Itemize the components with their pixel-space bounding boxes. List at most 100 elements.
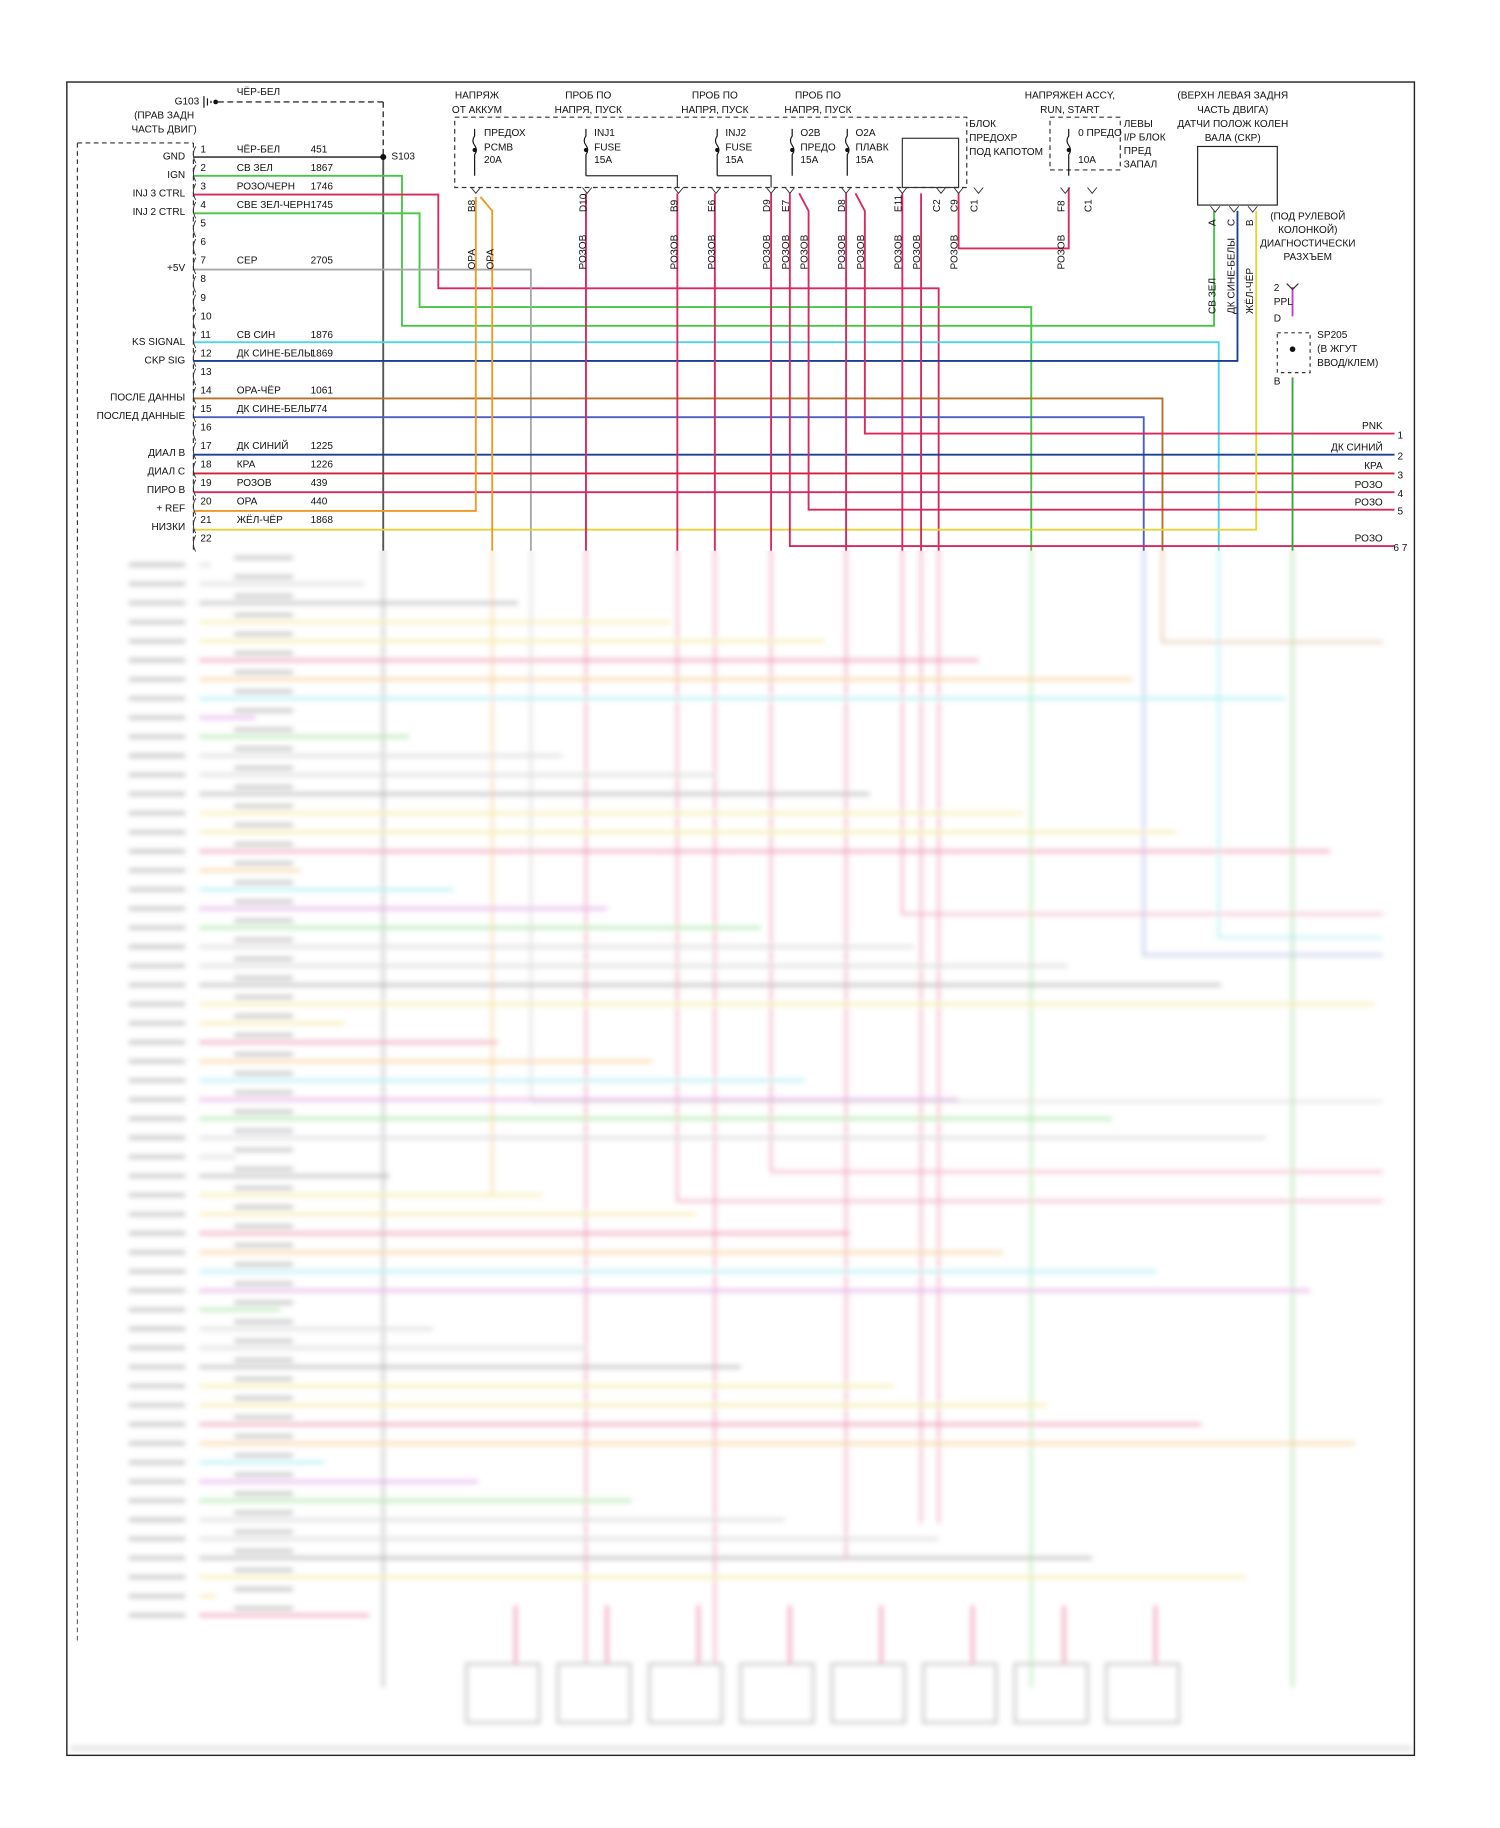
wire-color: РОЗОВ: [950, 234, 961, 269]
wire: [193, 268, 532, 551]
junction: [1066, 147, 1071, 153]
pin-number: 14: [200, 385, 212, 396]
pin-cavity: [192, 312, 197, 330]
wire-color: КРА: [237, 459, 256, 470]
pin-cavity: [192, 349, 197, 367]
pin-cavity: [192, 238, 197, 256]
fuse-block-label: ПРЕДОХР: [969, 133, 1018, 144]
splice-location: ВВОД/КЛЕМ): [1317, 358, 1378, 369]
pin-number: 17: [200, 441, 212, 452]
cavity: [1247, 205, 1258, 213]
output-pin: 5: [1398, 507, 1404, 518]
pin-label: ДИАЛ В: [148, 448, 185, 459]
wire-color: ДК СИНИЙ: [237, 439, 289, 452]
circuit-number: 1746: [311, 182, 334, 193]
circuit-number: 1868: [311, 515, 334, 526]
pin-label: ПОСЛЕД ДАННЫЕ: [97, 411, 186, 422]
wire: [529, 550, 1383, 1103]
fuse-label: FUSE: [725, 142, 752, 153]
wire: [1161, 550, 1383, 644]
connector-pin: B9: [670, 199, 681, 212]
circuit-number: 774: [311, 404, 328, 415]
fuse-label: 20A: [484, 155, 502, 166]
ip-block-label: I/P БЛОК: [1124, 132, 1166, 143]
frame: [66, 81, 1416, 1757]
connector-pin: E7: [781, 199, 792, 212]
cavity: [582, 187, 593, 195]
fuse: [714, 128, 720, 176]
connector-pin: D10: [578, 193, 589, 212]
pin-cavity: [192, 460, 197, 478]
pin-number: 6: [200, 237, 206, 248]
cavity: [973, 187, 984, 195]
pin-number: 2: [200, 163, 206, 174]
connector-pin: D8: [837, 199, 848, 212]
wire: [901, 193, 904, 551]
dlc-title: (ПОД РУЛЕВОЙ: [1270, 209, 1345, 222]
pin-label: ДИАЛ С: [148, 466, 186, 477]
pin-number: 1: [200, 145, 206, 156]
ground-location: (ПРАВ ЗАДН: [134, 111, 194, 122]
circuit-number: 439: [311, 478, 328, 489]
junction: [715, 147, 720, 153]
fade-overlay: [68, 550, 1414, 1755]
blurred-injector: [1105, 1662, 1181, 1724]
output-label: РОЗО: [1355, 480, 1383, 491]
dlc-title: РАЗХЪЕМ: [1284, 252, 1332, 263]
blurred-injector: [648, 1662, 724, 1724]
cavity: [953, 187, 964, 195]
pin-number: 10: [200, 311, 212, 322]
pin-label: KS SIGNAL: [132, 337, 186, 348]
wire: [193, 212, 1033, 551]
pin-number: 11: [200, 330, 211, 341]
pin-number: 15: [200, 404, 212, 415]
sensor-title: ДАТЧИ ПОЛОЖ КОЛЕН: [1177, 119, 1288, 130]
ip-block: [1049, 116, 1121, 171]
fuse-label: 15A: [800, 155, 818, 166]
fuse-label: 0 ПРЕДО: [1078, 128, 1122, 139]
fuse-label: 15A: [855, 155, 873, 166]
fuse-label: ПРЕДО: [800, 142, 835, 153]
output-label: ДК СИНИЙ: [1331, 440, 1383, 453]
connector-pin: 2: [1274, 283, 1280, 294]
splice-id: SP205: [1317, 330, 1348, 341]
dlc-title: ДИАГНОСТИЧЕСКИ: [1260, 238, 1355, 249]
pin-cavity: [192, 331, 197, 349]
junction: [380, 153, 387, 161]
wire: [901, 550, 1383, 915]
cavity: [673, 187, 684, 195]
wire-color: РОЗОВ: [670, 234, 681, 269]
wire: [770, 550, 1383, 1173]
wire-color: ОРА: [237, 496, 258, 507]
pin-number: 16: [200, 422, 212, 433]
fuse-label: O2B: [800, 128, 820, 139]
circuit-number: 1745: [311, 200, 334, 211]
wire: [770, 193, 773, 551]
pin-number: 20: [200, 496, 212, 507]
fuse-label: 10A: [1078, 155, 1096, 166]
connector-pin: F8: [1056, 200, 1067, 212]
pin-label: + REF: [156, 503, 185, 514]
cavity: [935, 187, 947, 195]
wire-color: ДК СИНЕ-БЕЛЫ: [237, 348, 313, 359]
pin-cavity: [192, 405, 197, 423]
cavity: [897, 187, 908, 195]
wire: [854, 192, 1395, 435]
wire: [479, 196, 494, 551]
connector-pin: C2: [932, 199, 943, 212]
junction: [790, 147, 795, 153]
fuse-label: INJ1: [594, 128, 615, 139]
sensor-title: ЧАСТЬ ДВИГА): [1197, 105, 1268, 116]
fuse-label: PCMB: [484, 142, 513, 153]
output-pin: 4: [1398, 489, 1404, 500]
pin-number: 12: [200, 348, 212, 359]
wire: [1030, 550, 1033, 1688]
wire-color: РОЗОВ: [237, 478, 272, 489]
wire-color: ОРА-ЧЁР: [237, 384, 281, 396]
pin-number: 19: [200, 478, 212, 489]
junction: [583, 147, 589, 153]
pin-cavity: [192, 201, 197, 219]
pin-number: 8: [200, 274, 206, 285]
sensor-title: ВАЛА (СКР): [1205, 133, 1261, 144]
